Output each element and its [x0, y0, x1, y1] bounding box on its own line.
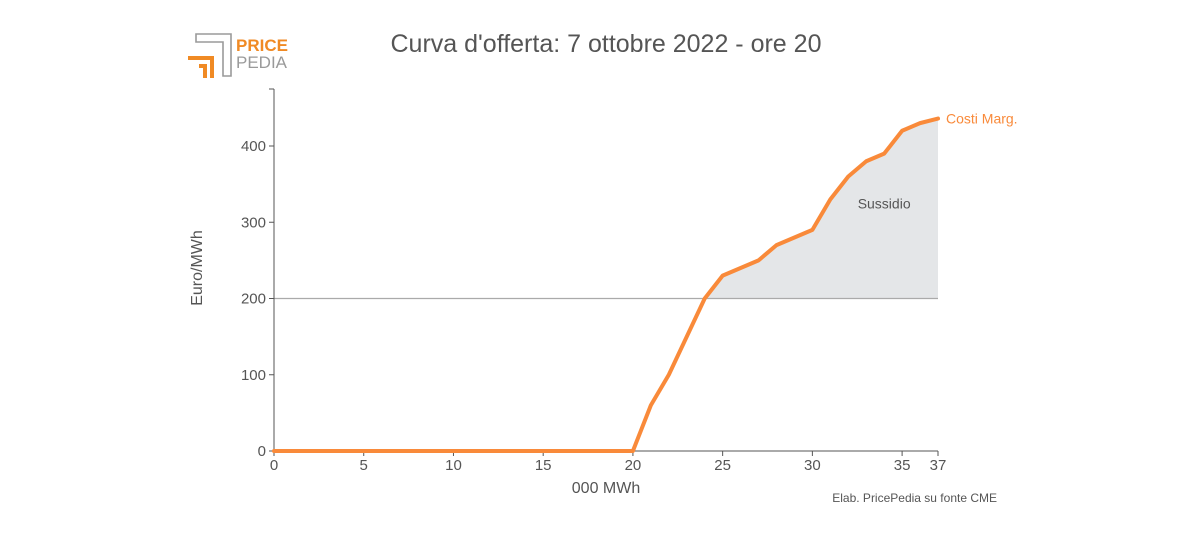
x-tick-label: 25 — [714, 457, 731, 474]
y-tick-label: 400 — [241, 138, 266, 155]
x-tick-label: 0 — [270, 457, 278, 474]
source-note: Elab. PricePedia su fonte CME — [832, 491, 997, 505]
sussidio-area — [704, 118, 938, 299]
x-tick-label: 30 — [804, 457, 821, 474]
x-tick-label: 15 — [535, 457, 552, 474]
y-tick-label: 200 — [241, 291, 266, 308]
x-axis-title: 000 MWh — [572, 480, 640, 497]
pricepedia-logo: PRICE PEDIA — [188, 33, 288, 78]
y-axis-title: Euro/MWh — [189, 230, 206, 306]
y-tick-label: 300 — [241, 214, 266, 231]
chart-title: Curva d'offerta: 7 ottobre 2022 - ore 20 — [391, 30, 822, 58]
x-tick-label: 5 — [360, 457, 368, 474]
y-tick-label: 100 — [241, 367, 266, 384]
series-label-costi-marg: Costi Marg. — [946, 111, 1018, 127]
series-line-costi-marg — [272, 116, 940, 453]
plot-area: 0 100 200 300 400 0 5 10 15 20 25 30 35 37 Costi Marg.… — [241, 88, 1018, 474]
x-tick-label: 37 — [930, 457, 947, 474]
y-tick-label: 0 — [258, 443, 266, 460]
sussidio-label: Sussidio — [858, 196, 911, 212]
x-tick-label: 10 — [445, 457, 462, 474]
x-tick-label: 35 — [894, 457, 911, 474]
logo-word-pedia: PEDIA — [236, 53, 288, 72]
x-tick-label: 20 — [625, 457, 642, 474]
logo-word-price: PRICE — [236, 36, 288, 55]
